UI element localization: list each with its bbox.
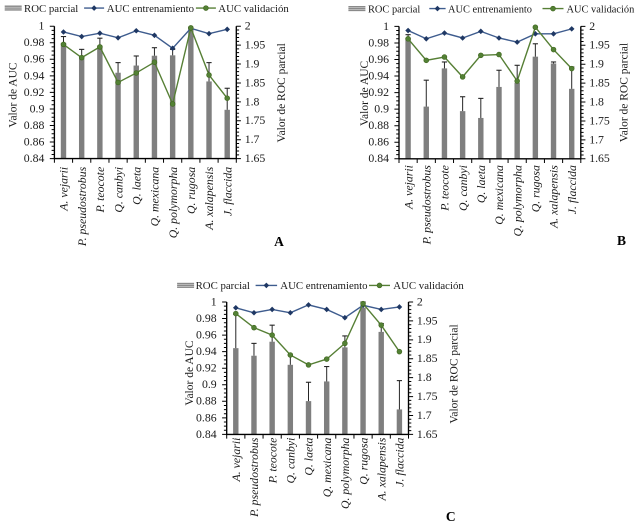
svg-text:1: 1 [38,19,44,33]
svg-text:0.94: 0.94 [196,344,217,358]
svg-text:Q. mexicana: Q. mexicana [492,165,506,225]
svg-text:0.98: 0.98 [196,311,217,325]
svg-text:A: A [274,234,284,249]
svg-text:P. pseudostrobus: P. pseudostrobus [247,437,261,518]
svg-text:1.85: 1.85 [245,75,266,89]
svg-text:0.86: 0.86 [196,410,217,424]
svg-text:Q. mexicana: Q. mexicana [320,438,334,498]
svg-text:Q. canbyi: Q. canbyi [111,167,125,213]
svg-text:Valor de ROC parcial: Valor de ROC parcial [276,43,288,142]
svg-text:ROC parcial: ROC parcial [368,4,420,15]
svg-text:Valor de ROC parcial: Valor de ROC parcial [448,324,460,423]
svg-text:1.95: 1.95 [589,38,610,52]
svg-text:2: 2 [589,19,595,33]
svg-text:AUC validación: AUC validación [218,3,289,15]
svg-text:P. pseudostrobus: P. pseudostrobus [419,165,433,246]
svg-text:J. flaccida: J. flaccida [393,438,407,487]
svg-text:0.96: 0.96 [24,52,45,66]
svg-text:AUC validación: AUC validación [393,280,464,292]
svg-text:1.65: 1.65 [417,427,438,441]
svg-text:0.9: 0.9 [374,102,389,116]
svg-text:0.92: 0.92 [196,361,217,375]
svg-text:B: B [617,233,626,248]
svg-text:AUC entrenamiento: AUC entrenamiento [280,280,367,292]
svg-text:Q. rugosa: Q. rugosa [529,165,543,212]
svg-text:ROC parcial: ROC parcial [196,280,250,292]
svg-text:Valor de ROC parcial: Valor de ROC parcial [618,43,630,142]
svg-text:1.7: 1.7 [417,408,432,422]
svg-text:Q. polymorpha: Q. polymorpha [166,167,180,239]
svg-text:Q. laeta: Q. laeta [474,165,488,203]
svg-text:1.65: 1.65 [245,151,266,165]
svg-text:Valor de AUC: Valor de AUC [184,340,196,405]
svg-text:Q. canbyi: Q. canbyi [456,165,470,211]
svg-text:0.92: 0.92 [368,85,389,99]
svg-text:0.86: 0.86 [368,135,389,149]
svg-text:1.7: 1.7 [589,132,604,146]
svg-text:0.84: 0.84 [24,151,45,165]
svg-text:Q. polymorpha: Q. polymorpha [510,165,524,237]
svg-text:0.98: 0.98 [24,35,45,49]
svg-text:0.86: 0.86 [24,134,45,148]
svg-text:1: 1 [383,19,389,33]
svg-text:Q. mexicana: Q. mexicana [148,167,162,227]
svg-text:0.98: 0.98 [368,35,389,49]
svg-text:0.88: 0.88 [24,118,45,132]
svg-text:Q. rugosa: Q. rugosa [356,438,370,485]
svg-text:Q. polymorpha: Q. polymorpha [338,438,352,510]
svg-text:0.84: 0.84 [368,151,389,165]
svg-text:Valor de AUC: Valor de AUC [359,60,371,125]
svg-text:1.85: 1.85 [589,76,610,90]
svg-text:1.9: 1.9 [589,57,604,71]
svg-text:0.94: 0.94 [368,68,389,82]
svg-text:1.8: 1.8 [417,370,432,384]
svg-text:AUC entrenamiento: AUC entrenamiento [448,4,532,15]
svg-text:A. xalapensis: A. xalapensis [202,166,216,230]
svg-text:1.9: 1.9 [417,332,432,346]
svg-text:0.9: 0.9 [30,101,45,115]
svg-text:A. vejarii: A. vejarii [57,167,71,212]
svg-text:0.84: 0.84 [196,427,217,441]
svg-text:1.65: 1.65 [589,151,610,165]
svg-text:1.8: 1.8 [589,94,604,108]
svg-text:2: 2 [417,294,423,308]
svg-text:2: 2 [245,19,251,33]
svg-text:Q. laeta: Q. laeta [129,167,143,205]
svg-text:AUC entrenamiento: AUC entrenamiento [107,3,194,15]
svg-text:AUC validación: AUC validación [567,4,635,15]
svg-text:C: C [446,509,456,524]
svg-text:J. flaccida: J. flaccida [565,165,579,214]
svg-text:A. vejarii: A. vejarii [401,165,415,210]
svg-text:P. teocote: P. teocote [93,167,107,214]
svg-text:P. teocote: P. teocote [265,438,279,485]
svg-text:Q. canbyi: Q. canbyi [284,438,298,484]
svg-text:0.94: 0.94 [24,68,45,82]
svg-text:1: 1 [211,294,217,308]
svg-text:A. xalapensis: A. xalapensis [547,165,561,229]
svg-text:1.95: 1.95 [417,313,438,327]
svg-text:Q. laeta: Q. laeta [302,438,316,476]
svg-text:A. vejarii: A. vejarii [229,438,243,483]
svg-text:1.75: 1.75 [589,113,610,127]
svg-text:Valor de AUC: Valor de AUC [8,62,20,127]
svg-text:0.88: 0.88 [196,394,217,408]
svg-text:0.96: 0.96 [196,328,217,342]
svg-text:0.88: 0.88 [368,118,389,132]
svg-text:J. flaccida: J. flaccida [220,167,234,216]
svg-text:0.9: 0.9 [202,377,217,391]
svg-text:Q. rugosa: Q. rugosa [184,167,198,214]
svg-text:1.75: 1.75 [245,113,266,127]
svg-text:1.75: 1.75 [417,389,438,403]
svg-text:ROC parcial: ROC parcial [24,3,78,15]
svg-text:P. pseudostrobus: P. pseudostrobus [75,166,89,247]
svg-text:P. teocote: P. teocote [438,165,452,212]
svg-text:1.85: 1.85 [417,351,438,365]
svg-text:1.8: 1.8 [245,94,260,108]
svg-text:1.7: 1.7 [245,132,260,146]
svg-text:1.95: 1.95 [245,38,266,52]
svg-text:0.96: 0.96 [368,52,389,66]
svg-text:A. xalapensis: A. xalapensis [374,437,388,501]
svg-text:0.92: 0.92 [24,85,45,99]
svg-text:1.9: 1.9 [245,56,260,70]
